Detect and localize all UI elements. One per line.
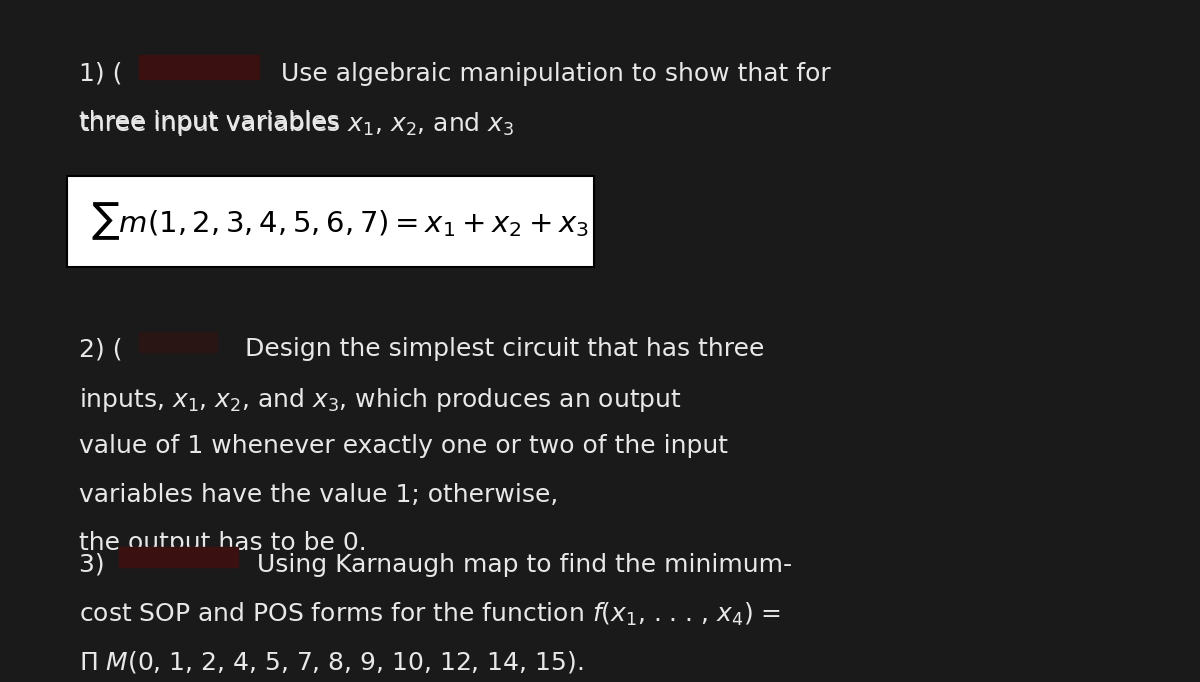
FancyBboxPatch shape [67,176,594,267]
FancyBboxPatch shape [139,55,259,78]
Text: 3): 3) [79,552,113,576]
Text: Using Karnaugh map to find the minimum-: Using Karnaugh map to find the minimum- [250,552,792,576]
Text: three input variables $x_1$, $x_2$, and $x_3$: three input variables $x_1$, $x_2$, and … [79,110,515,138]
Text: $\sum m(1, 2, 3, 4, 5, 6, 7) = x_1 + x_2 + x_3$: $\sum m(1, 2, 3, 4, 5, 6, 7) = x_1 + x_2… [91,201,589,242]
Text: three input variables: three input variables [79,110,348,134]
Text: inputs, $x_1$, $x_2$, and $x_3$, which produces an output: inputs, $x_1$, $x_2$, and $x_3$, which p… [79,386,682,414]
Text: 1) (: 1) ( [79,62,122,86]
FancyBboxPatch shape [139,332,217,352]
FancyBboxPatch shape [119,547,239,567]
Text: the output has to be 0.: the output has to be 0. [79,531,367,555]
Text: $\Pi$ $M$(0, 1, 2, 4, 5, 7, 8, 9, 10, 12, 14, 15).: $\Pi$ $M$(0, 1, 2, 4, 5, 7, 8, 9, 10, 12… [79,649,583,675]
Text: 2) (: 2) ( [79,338,122,361]
Text: Use algebraic manipulation to show that for: Use algebraic manipulation to show that … [265,62,830,86]
Text: Design the simplest circuit that has three: Design the simplest circuit that has thr… [229,338,764,361]
Text: variables have the value 1; otherwise,: variables have the value 1; otherwise, [79,483,558,507]
Text: cost SOP and POS forms for the function $f$($x_1$, . . . , $x_4$) =: cost SOP and POS forms for the function … [79,601,781,628]
Text: value of 1 whenever exactly one or two of the input: value of 1 whenever exactly one or two o… [79,434,728,458]
